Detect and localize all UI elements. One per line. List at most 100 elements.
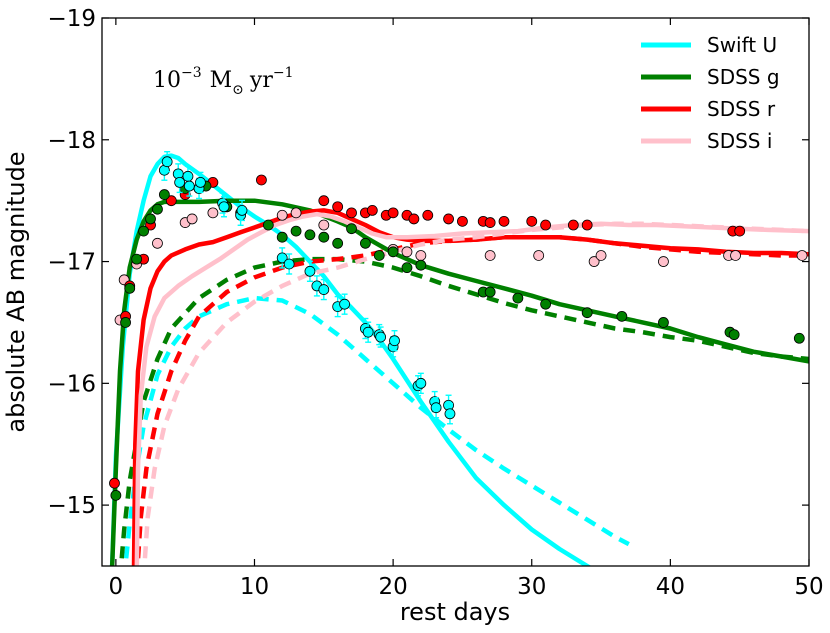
series-sdss-r-point [366,205,378,216]
series-swift-u-point [444,408,456,420]
series-sdss-i-point [730,250,741,261]
series-sdss-i-point [276,209,288,221]
series-sdss-r-point [526,215,538,227]
series-sdss-g-point [290,225,302,237]
series-sdss-g-point [318,231,330,243]
series-sdss-i-model-dashed [142,221,809,566]
y-tick-label: −17 [47,250,96,276]
series-sdss-g-model-dashed [118,256,809,566]
x-tick-label: 50 [794,574,823,600]
series-sdss-r-point [484,217,496,228]
series-swift-u-point [283,258,295,270]
series-sdss-g-point [581,307,593,319]
series-sdss-r-point [734,225,746,237]
series-swift-u-point [174,176,186,188]
series-sdss-g-point [276,231,288,243]
series-sdss-r-point [332,201,344,213]
series-sdss-r-point [346,207,357,219]
series-sdss-g-point [145,213,156,225]
series-swift-u-point [236,205,248,216]
y-tick-label: −19 [47,6,96,32]
x-axis-title: rest days [400,598,510,626]
series-sdss-r-point [581,219,593,231]
series-swift-u-point [415,377,427,389]
y-tick-label: −18 [47,128,96,154]
series-sdss-g-point [512,292,524,304]
series-sdss-r-point [567,219,579,231]
observed-points-layer [109,150,808,501]
x-tick-label: 10 [240,574,269,600]
series-sdss-r-model-solid [131,208,809,566]
legend: Swift U SDSS g SDSS r SDSS i [641,33,780,153]
series-sdss-r-point [457,215,468,227]
series-sdss-r-point [387,207,399,219]
series-sdss-i-point [186,213,198,225]
series-swift-u-point [161,156,173,168]
series-sdss-r-point [498,215,510,227]
series-swift-u-point [304,265,316,277]
series-sdss-g-point [124,282,136,294]
series-sdss-r-point [109,477,120,489]
legend-label-swift-u: Swift U [707,33,777,57]
x-tick-label: 40 [656,574,685,600]
series-sdss-g-point [484,286,496,298]
series-sdss-g-point [415,259,427,271]
series-sdss-g-point [793,332,805,344]
series-swift-u-point [318,284,330,295]
series-sdss-i-point [207,207,219,219]
series-swift-u-point [195,176,206,188]
series-sdss-i-point [796,250,808,261]
series-swift-u-point [339,298,350,310]
series-sdss-i-point [595,250,607,261]
x-tick-label: 0 [109,574,124,600]
mass-loss-annotation: 10−3 M⊙ yr−1 [153,65,294,98]
series-sdss-g-point [110,489,122,501]
legend-label-sdss-r: SDSS r [707,97,776,121]
y-axis-title: absolute AB magnitude [2,151,30,432]
series-sdss-i-point [484,250,496,261]
series-sdss-r-point [443,213,454,225]
series-sdss-r-point [422,209,434,221]
y-tick-label: −16 [47,371,96,397]
series-sdss-g-point [373,250,385,261]
series-sdss-i-point [658,256,669,267]
series-sdss-r-point [408,213,420,225]
series-sdss-g-point [138,225,149,237]
legend-label-sdss-g: SDSS g [707,65,780,89]
series-sdss-g-point [158,189,170,200]
series-sdss-g-point [540,298,552,310]
series-sdss-r-point [165,195,177,207]
series-sdss-g-point [120,317,131,328]
series-sdss-g-point [728,329,740,341]
series-sdss-g-point [304,229,316,241]
series-swift-u-point [375,331,387,343]
series-sdss-i-point [401,246,413,258]
series-sdss-g-point [387,246,399,258]
series-sdss-g-point [346,223,357,235]
series-sdss-g-point [131,253,143,265]
series-sdss-g-point [401,262,413,274]
series-sdss-i-point [152,237,163,249]
series-sdss-g-point [359,237,371,249]
series-sdss-i-point [318,219,330,231]
y-tick-label: −15 [47,493,96,519]
series-sdss-g-point [616,310,628,322]
series-sdss-i-point [415,250,427,261]
series-sdss-i-point [533,250,545,261]
series-swift-u-point [218,201,230,213]
x-tick-label: 20 [378,574,407,600]
series-sdss-g-point [332,237,344,249]
series-swift-u-point [276,252,288,264]
series-sdss-g-point [658,317,669,328]
series-sdss-i-point [290,207,302,219]
series-sdss-i-point [588,256,600,267]
series-swift-u-point [389,335,400,347]
series-sdss-i-model-solid [134,211,809,566]
series-sdss-g-point [262,219,274,231]
series-swift-u-point [362,326,374,338]
series-sdss-r-point [540,219,552,231]
plot-frame [101,17,810,567]
series-sdss-r-point [256,174,267,186]
series-sdss-r-point [318,195,330,207]
